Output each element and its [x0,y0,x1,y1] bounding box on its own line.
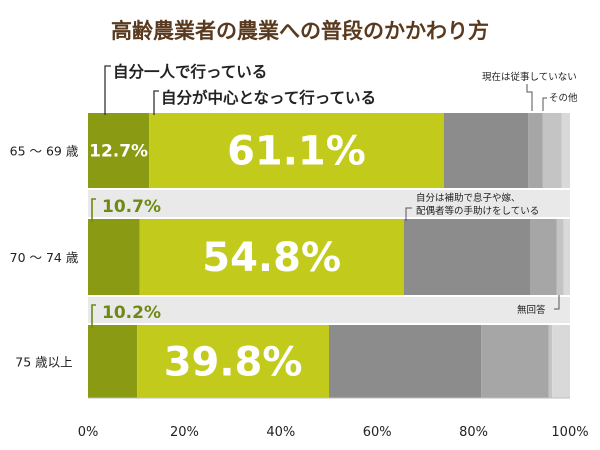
value-label-3-1: 10.2% [102,303,161,323]
bar-segment-1-1 [88,113,150,188]
row-gap [88,190,570,217]
bar-segment-1-3 [443,113,529,188]
chart-title: 高齢農業者の農業への普段のかかわり方 [111,19,489,43]
x-tick-label: 100% [551,425,588,440]
row-gap [88,297,570,323]
value-labels: 12.7% 61.1% 10.7% 54.8% 10.2%39.8% [89,129,366,386]
category-label-3: 75 歳以上 [15,355,72,370]
annotation-main: 自分が中心となって行っている [161,88,376,107]
bar-segment-2-4 [529,219,557,295]
bar-segment-3-2 [137,325,329,398]
annotation-assist-1: 自分は補助で息子や嫁、 [416,192,521,204]
bar-segment-3-6 [552,325,570,398]
annotation-solo: 自分一人で行っている [113,62,267,81]
bar-segment-2-2 [139,219,404,295]
x-tick-label: 60% [363,425,392,440]
value-label-1-1: 12.7% [89,142,148,162]
annotation-leader-no-answer [554,295,560,310]
annotation-not-engaged: 現在は従事していない [482,71,577,83]
x-tick-label: 20% [170,425,199,440]
bar-segment-1-4 [528,113,543,188]
annotation-leader-assist [405,207,412,221]
value-leader-3 [91,304,96,328]
annotation-leader-solo [104,65,111,115]
annotation-leader-main [153,90,159,115]
bars [88,113,570,398]
bar-segment-1-6 [561,113,570,188]
bar-segment-2-1 [88,219,140,295]
bar-segment-1-5 [542,113,562,188]
bar-segment-3-5 [548,325,553,398]
bar-segment-2-5 [556,219,564,295]
bar-segment-3-3 [329,325,482,398]
x-tick-label: 0% [78,425,99,440]
row-separators [88,190,570,323]
value-label-2-2: 54.8% [202,235,341,281]
value-label-1-2: 61.1% [227,129,366,175]
annotation-other: その他 [549,92,578,104]
category-labels: 65 ～ 69 歳 70 ～ 74 歳 75 歳以上 [10,144,79,370]
bar-segment-2-6 [563,219,570,295]
category-label-1: 65 ～ 69 歳 [10,144,79,159]
x-axis-ticks: 0% 20% 40% 60% 80% 100% [78,425,589,440]
annotation-assist-2: 配偶者等の手助けをしている [416,205,539,217]
bar-segment-3-1 [88,325,138,398]
bar-segment-2-3 [403,219,530,295]
x-tick-label: 80% [459,425,488,440]
value-label-2-1: 10.7% [102,197,161,217]
value-label-3-2: 39.8% [164,340,303,386]
bar-segment-1-2 [149,113,444,188]
annotation-leader-other [542,97,547,111]
bar-segment-3-4 [481,325,549,398]
category-label-2: 70 ～ 74 歳 [10,250,79,265]
annotation-no-answer: 無回答 [517,304,546,316]
x-tick-label: 40% [266,425,295,440]
value-leader-2 [91,198,96,222]
annotation-leader-not-engaged [526,84,533,111]
